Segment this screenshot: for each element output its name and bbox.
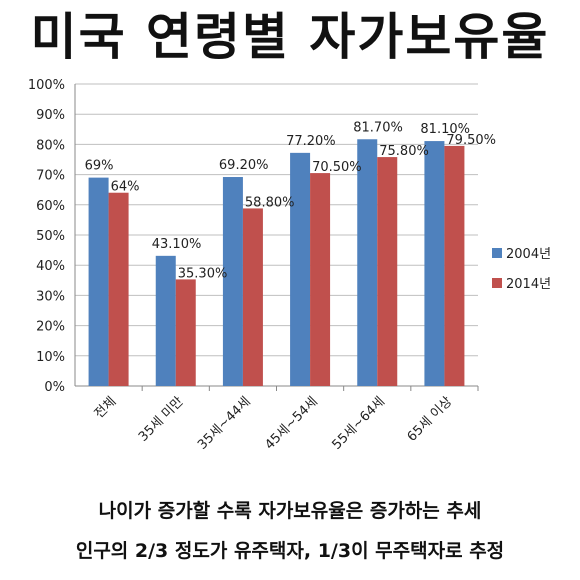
data-label: 81.10% xyxy=(420,122,470,137)
data-label: 35.30% xyxy=(178,266,228,281)
y-tick-label: 60% xyxy=(36,199,65,214)
data-label: 81.70% xyxy=(353,120,403,135)
data-label: 75.80% xyxy=(379,144,429,159)
x-tick-label: 45세~54세 xyxy=(262,394,321,453)
bar-chart: 0% 10% 20% 30% 40% 50% 60% 70% 80% 90% 100% 69% 64%… xyxy=(28,78,551,453)
bar-2014년 xyxy=(444,145,465,386)
bar-2014년 xyxy=(377,157,398,386)
gridlines xyxy=(74,83,478,387)
x-tick-label: 35세 미만 xyxy=(136,394,187,445)
data-label: 43.10% xyxy=(152,237,202,252)
data-labels: 69% 64% 43.10% 35.30% 69.20% 58.80% 77.20% 70.5… xyxy=(85,120,496,281)
legend-label: 2004년 xyxy=(506,247,551,262)
bar-2004년 xyxy=(155,255,176,386)
bar-2014년 xyxy=(108,192,129,386)
y-tick-label: 100% xyxy=(28,78,65,93)
y-tick-label: 70% xyxy=(36,169,65,184)
legend-swatch xyxy=(492,278,502,288)
legend-label: 2014년 xyxy=(506,277,551,292)
caption-line-2: 인구의 2/3 정도가 유주택자, 1/3이 무주택자로 추정 xyxy=(75,540,505,562)
y-tick-label: 40% xyxy=(36,259,65,274)
bar-2014년 xyxy=(175,279,196,386)
bar-2004년 xyxy=(222,177,243,386)
data-label: 69.20% xyxy=(219,158,269,173)
data-label: 58.80% xyxy=(245,195,295,210)
caption-line-1: 나이가 증가할 수록 자가보유율은 증가하는 추세 xyxy=(98,500,482,522)
bar-2004년 xyxy=(290,152,311,386)
y-tick-label: 0% xyxy=(44,380,65,395)
bar-2014년 xyxy=(242,208,263,386)
bar-2014년 xyxy=(310,173,331,386)
bar-2004년 xyxy=(424,141,445,386)
x-tick-label: 55세~64세 xyxy=(329,394,388,453)
bars xyxy=(88,139,465,386)
y-tick-label: 50% xyxy=(36,229,65,244)
y-tick-label: 10% xyxy=(36,350,65,365)
data-label: 77.20% xyxy=(286,134,336,149)
data-label: 70.50% xyxy=(312,160,362,175)
data-label: 64% xyxy=(111,180,140,195)
chart-title: 미국 연령별 자가보유율 xyxy=(30,8,550,66)
data-label: 79.50% xyxy=(446,133,496,148)
bar-2004년 xyxy=(88,177,109,386)
y-tick-label: 80% xyxy=(36,138,65,153)
y-tick-label: 20% xyxy=(36,320,65,335)
y-axis-ticks: 0% 10% 20% 30% 40% 50% 60% 70% 80% 90% 100% xyxy=(28,78,65,395)
x-tick-label: 전체 xyxy=(92,394,120,422)
bar-2004년 xyxy=(357,139,378,386)
y-tick-label: 30% xyxy=(36,289,65,304)
x-tick-label: 65세 이상 xyxy=(405,394,456,445)
legend: 2004년 2014년 xyxy=(492,247,551,292)
legend-swatch xyxy=(492,248,502,258)
x-axis-ticks: 전체 35세 미만 35세~44세 45세~54세 55세~64세 65세 이상 xyxy=(92,386,479,453)
x-tick-label: 35세~44세 xyxy=(195,394,254,453)
data-label: 69% xyxy=(85,159,114,174)
y-tick-label: 90% xyxy=(36,108,65,123)
